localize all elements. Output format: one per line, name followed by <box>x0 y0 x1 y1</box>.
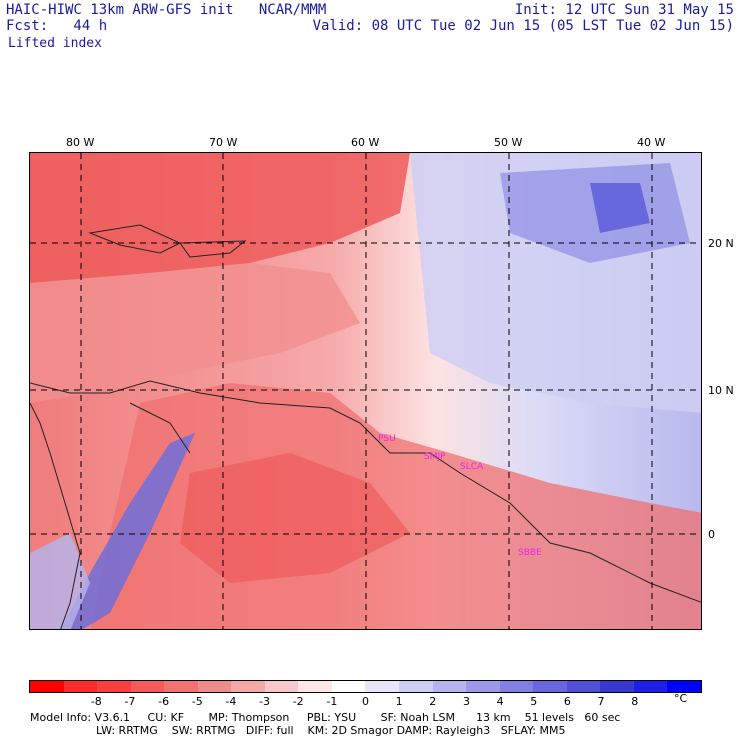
lon-label-70w: 70 W <box>209 136 238 149</box>
lat-label-0: 0 <box>708 528 715 541</box>
legend-swatch <box>432 681 467 692</box>
field-region-caribbean-south <box>30 263 360 403</box>
legend-tick-label: -4 <box>225 695 237 708</box>
legend-swatch <box>667 681 701 692</box>
legend-swatch <box>164 681 198 692</box>
legend-tick-label: -2 <box>292 695 304 708</box>
legend-swatch <box>264 681 299 692</box>
legend-tick-label: 6 <box>563 695 571 708</box>
legend-tick-label: -8 <box>90 695 102 708</box>
field-name: Lifted index <box>8 36 102 51</box>
legend-swatch <box>466 681 500 692</box>
legend-tick-label: 7 <box>597 695 605 708</box>
legend-tick-label: -6 <box>158 695 170 708</box>
legend-swatch <box>30 681 64 692</box>
lon-label-60w: 60 W <box>351 136 380 149</box>
lifted-index-map: PSU SMJP SLCA SBBE <box>29 152 702 630</box>
run-title: HAIC-HIWC 13km ARW-GFS init NCAR/MMM <box>6 2 327 18</box>
model-info-line2: LW: RRTMG SW: RRTMG DIFF: full KM: 2D Sm… <box>96 724 566 737</box>
legend-swatch <box>499 681 534 692</box>
color-legend <box>29 680 702 693</box>
legend-swatch <box>399 681 433 692</box>
legend-tick-label: 2 <box>429 695 437 708</box>
lon-label-80w: 80 W <box>66 136 95 149</box>
legend-swatch <box>533 681 567 692</box>
legend-swatch <box>298 681 332 692</box>
legend-swatch <box>197 681 232 692</box>
legend-swatch <box>63 681 98 692</box>
init-time: Init: 12 UTC Sun 31 May 15 <box>514 2 734 18</box>
valid-time: Valid: 08 UTC Tue 02 Jun 15 (05 LST Tue … <box>312 18 734 34</box>
station-smjp: SMJP <box>424 452 446 462</box>
field-region-atlantic-north <box>500 163 690 263</box>
lon-label-40w: 40 W <box>637 136 666 149</box>
field-region-caribbean-north <box>30 153 410 283</box>
legend-swatch <box>600 681 634 692</box>
lat-label-10n: 10 N <box>708 384 734 397</box>
graticule <box>30 153 701 629</box>
legend-tick-label: 3 <box>462 695 470 708</box>
legend-swatch <box>231 681 265 692</box>
legend-tick-label: 5 <box>530 695 538 708</box>
legend-tick-label: 8 <box>631 695 639 708</box>
legend-tick-label: -5 <box>191 695 203 708</box>
model-info-line1: Model Info: V3.6.1 CU: KF MP: Thompson P… <box>30 711 621 724</box>
legend-swatch <box>97 681 131 692</box>
station-psu: PSU <box>378 434 396 444</box>
legend-swatch <box>633 681 668 692</box>
legend-tick-label: -7 <box>124 695 136 708</box>
lat-label-20n: 20 N <box>708 237 734 250</box>
forecast-hour: Fcst: 44 h <box>6 18 108 34</box>
field-region-amazon <box>180 453 410 583</box>
map-canvas: PSU SMJP SLCA SBBE <box>30 153 701 629</box>
legend-unit: °C <box>674 692 688 705</box>
lon-label-50w: 50 W <box>494 136 523 149</box>
field-region-atlantic-core <box>590 183 650 233</box>
legend-swatch <box>566 681 601 692</box>
legend-tick-label: -3 <box>259 695 271 708</box>
legend-swatch <box>130 681 165 692</box>
legend-swatch <box>365 681 400 692</box>
field-region-andes <box>61 433 195 629</box>
legend-swatch <box>331 681 366 692</box>
legend-tick-label: 0 <box>362 695 369 708</box>
legend-tick-label: 4 <box>496 695 504 708</box>
legend-tick-label: 1 <box>395 695 403 708</box>
station-sbbe: SBBE <box>518 548 542 558</box>
field-region-pacific <box>30 533 90 629</box>
legend-tick-label: -1 <box>326 695 338 708</box>
station-slca: SLCA <box>460 462 484 472</box>
